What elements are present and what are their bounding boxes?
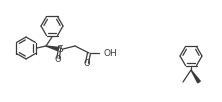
Text: O: O (84, 59, 90, 68)
Polygon shape (191, 70, 200, 83)
Text: S: S (57, 44, 63, 54)
Text: O: O (55, 55, 61, 64)
Polygon shape (46, 46, 58, 51)
Text: OH: OH (103, 48, 117, 58)
